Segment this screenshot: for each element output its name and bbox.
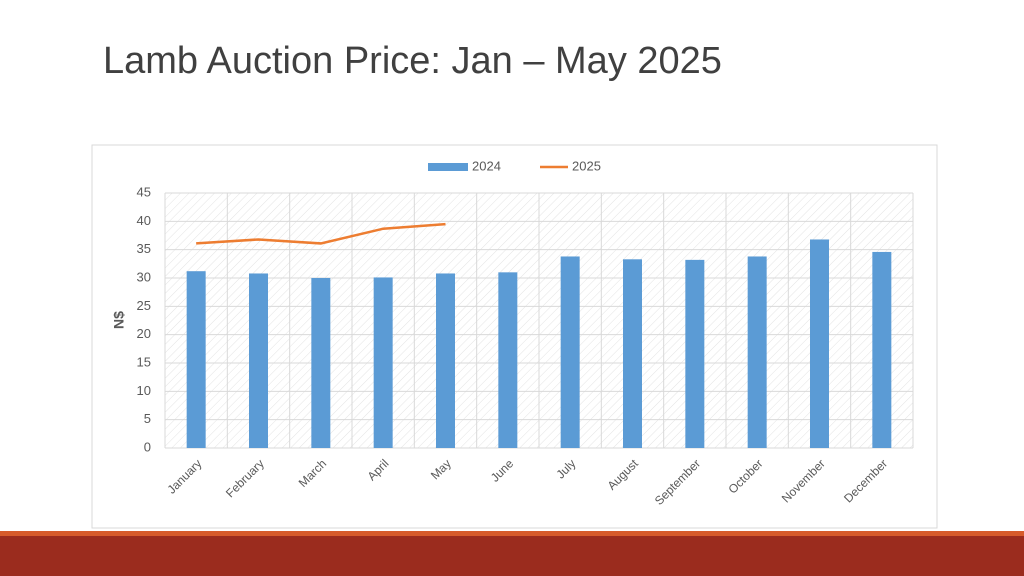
- bar: [186, 271, 206, 448]
- bar: [747, 256, 767, 448]
- legend-label: 2024: [472, 158, 501, 173]
- bar: [685, 259, 705, 448]
- y-tick-label: 45: [137, 184, 151, 199]
- y-tick-label: 10: [137, 383, 151, 398]
- legend-label: 2025: [572, 158, 601, 173]
- footer-band: [0, 536, 1024, 576]
- bar: [311, 278, 331, 448]
- bar: [436, 273, 455, 448]
- y-tick-label: 0: [144, 439, 151, 454]
- bar: [872, 251, 892, 448]
- bar: [560, 256, 580, 448]
- y-tick-label: 35: [137, 241, 151, 256]
- footer-accent: [0, 531, 1024, 536]
- bar: [498, 272, 518, 448]
- legend-swatch: [428, 163, 468, 171]
- y-tick-label: 30: [137, 269, 151, 284]
- slide-title: Lamb Auction Price: Jan – May 2025: [103, 40, 722, 82]
- line: [196, 222, 446, 245]
- bar: [249, 273, 268, 448]
- y-tick-label: 40: [137, 213, 151, 228]
- y-tick-label: 20: [137, 326, 151, 341]
- bar: [623, 259, 642, 448]
- bar: [373, 277, 393, 448]
- y-axis-label: N$: [111, 311, 127, 329]
- y-tick-label: 15: [137, 354, 151, 369]
- y-tick-label: 5: [144, 411, 151, 426]
- bar: [810, 239, 829, 448]
- y-tick-label: 25: [137, 298, 151, 313]
